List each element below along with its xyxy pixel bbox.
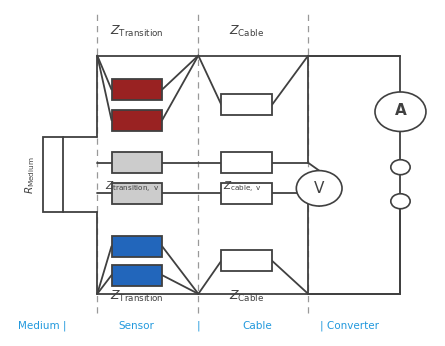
Bar	[222, 183, 272, 204]
Bar	[222, 152, 272, 173]
Bar	[112, 110, 162, 131]
Text: |: |	[197, 321, 200, 331]
Bar	[112, 183, 162, 204]
Bar	[112, 236, 162, 257]
Text: $Z_{\mathregular{Cable}}$: $Z_{\mathregular{Cable}}$	[229, 289, 264, 304]
Text: $Z_{\mathregular{Cable}}$: $Z_{\mathregular{Cable}}$	[229, 24, 264, 38]
Text: $Z_{\mathregular{transition,\ v}}$: $Z_{\mathregular{transition,\ v}}$	[105, 180, 159, 195]
Text: $Z_{\mathregular{Transition}}$: $Z_{\mathregular{Transition}}$	[110, 289, 164, 304]
Text: V: V	[314, 181, 324, 196]
Text: | Converter: | Converter	[320, 321, 380, 331]
Bar	[112, 152, 162, 173]
Text: Cable: Cable	[243, 321, 272, 331]
Circle shape	[296, 171, 342, 206]
Bar	[222, 250, 272, 271]
Bar	[222, 94, 272, 116]
Bar	[112, 79, 162, 100]
Circle shape	[391, 194, 410, 209]
Bar	[44, 137, 63, 212]
Circle shape	[375, 92, 426, 131]
Text: $Z_{\mathregular{cable,\ v}}$: $Z_{\mathregular{cable,\ v}}$	[223, 180, 262, 195]
Circle shape	[391, 160, 410, 175]
Bar	[112, 265, 162, 286]
Text: $Z_{\mathregular{Transition}}$: $Z_{\mathregular{Transition}}$	[110, 24, 164, 38]
Text: $R_{\mathregular{Medium}}$: $R_{\mathregular{Medium}}$	[24, 156, 37, 193]
Text: Medium |: Medium |	[18, 321, 67, 331]
Text: A: A	[395, 102, 406, 118]
Text: Sensor: Sensor	[119, 321, 155, 331]
